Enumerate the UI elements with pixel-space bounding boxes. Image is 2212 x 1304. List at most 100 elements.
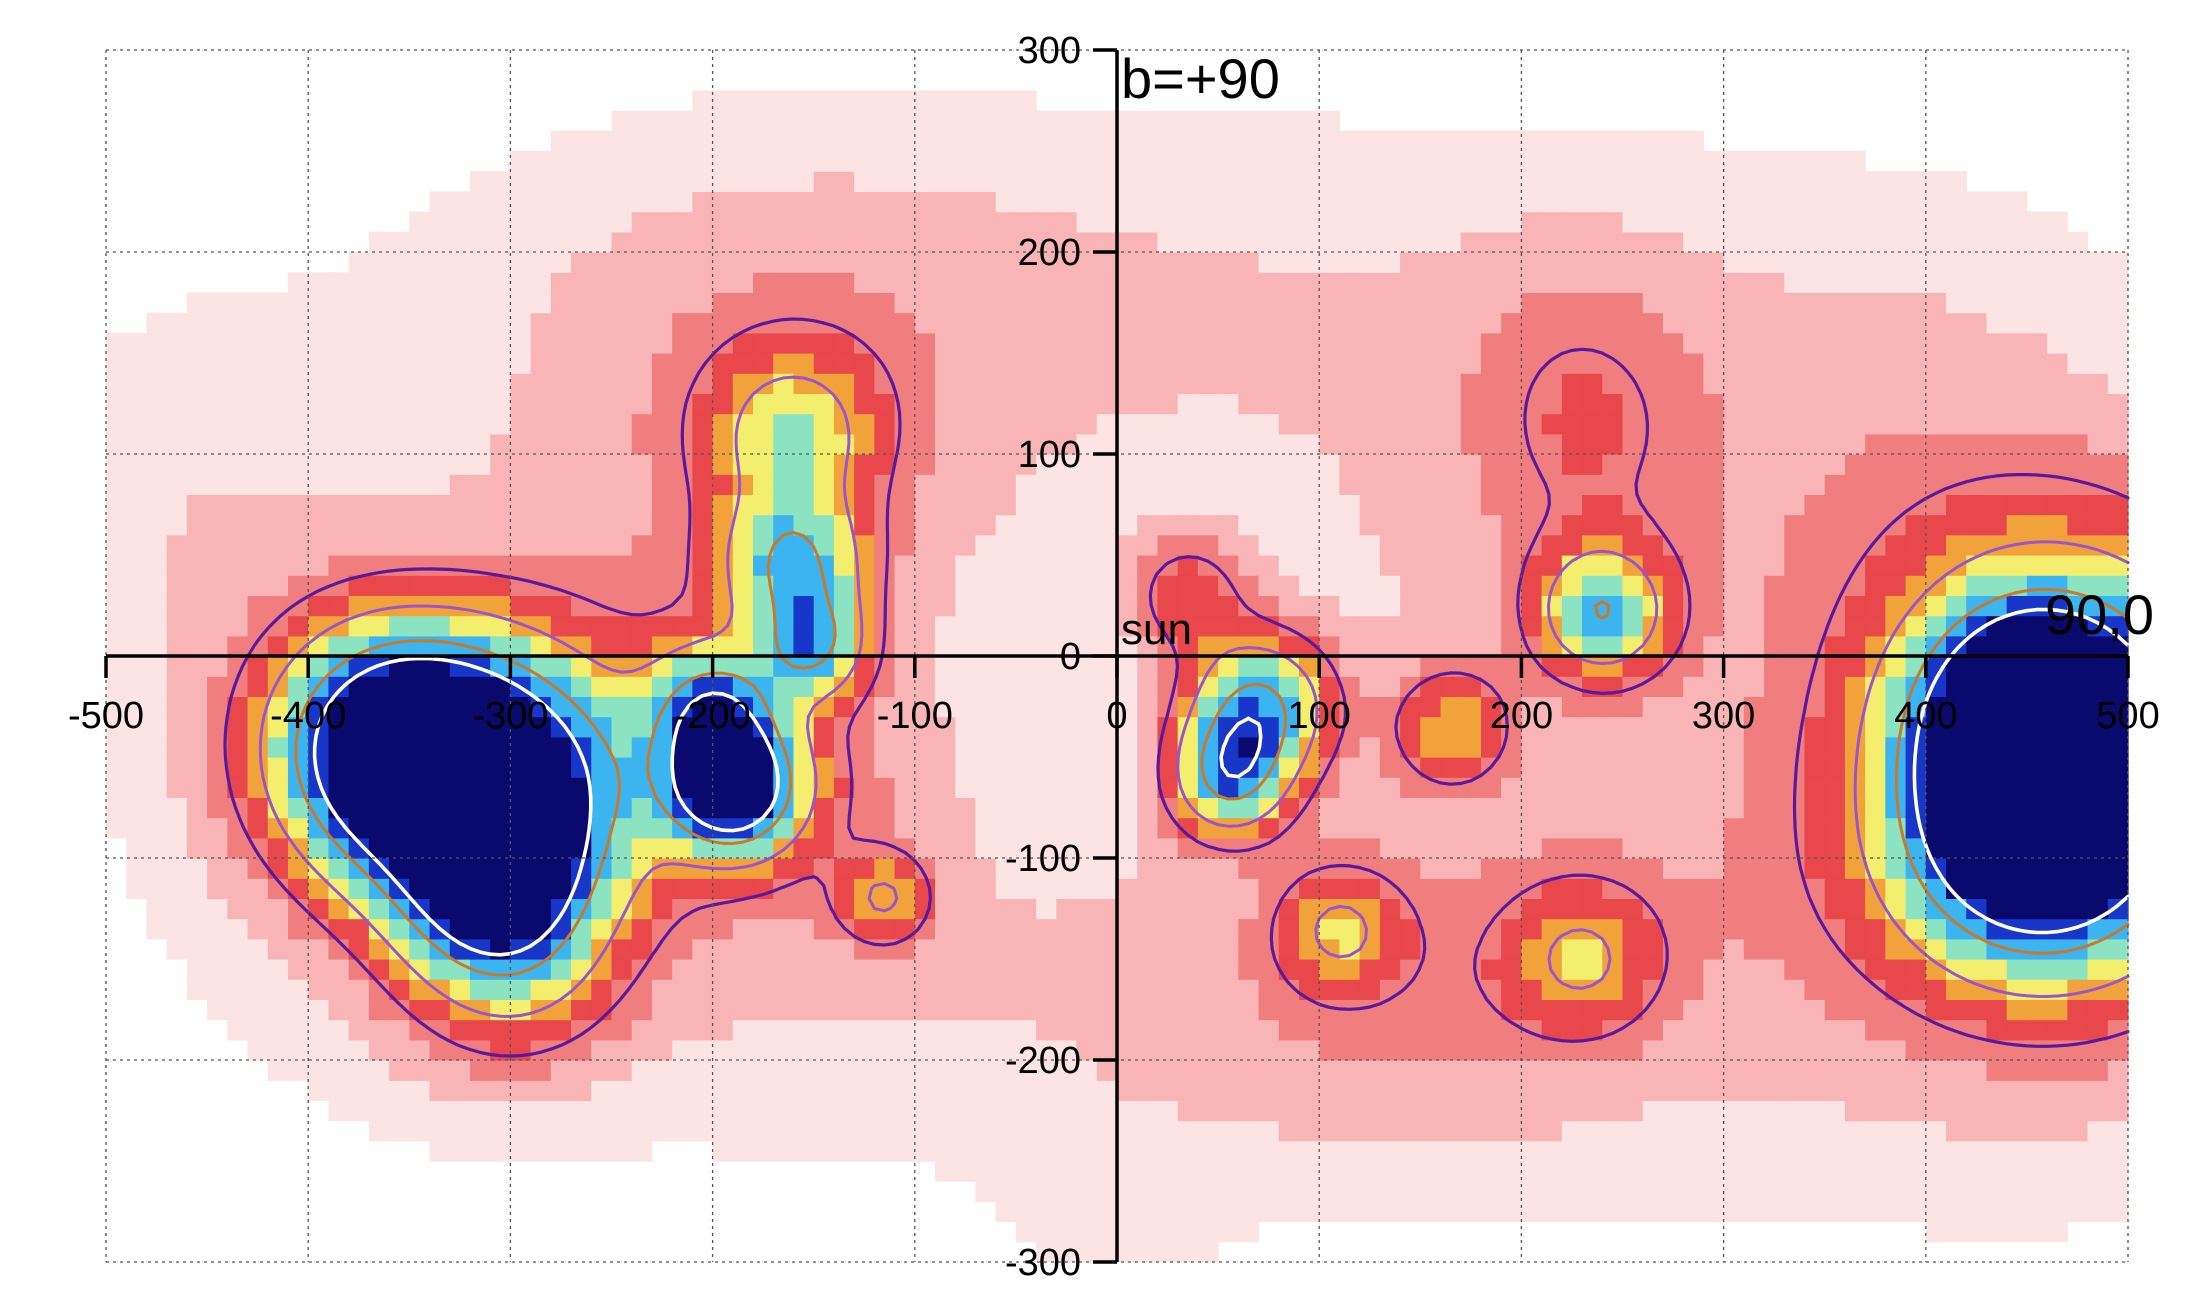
heatmap-cell xyxy=(611,211,633,233)
heatmap-cell xyxy=(611,171,633,192)
heatmap-cell xyxy=(2067,635,2089,657)
heatmap-cell xyxy=(1905,898,1927,920)
heatmap-cell xyxy=(1561,1120,1583,1142)
heatmap-cell xyxy=(2047,211,2068,233)
heatmap-cell xyxy=(611,413,633,435)
heatmap-cell xyxy=(389,433,410,455)
heatmap-cell xyxy=(1946,676,1967,697)
heatmap-cell xyxy=(1339,353,1361,374)
heatmap-cell xyxy=(1096,454,1118,475)
heatmap-cell xyxy=(1966,1140,1988,1162)
heatmap-cell xyxy=(1642,534,1664,556)
heatmap-cell xyxy=(1784,676,1806,697)
heatmap-cell xyxy=(1582,999,1603,1021)
heatmap-cell xyxy=(1420,736,1442,758)
heatmap-cell xyxy=(449,231,471,253)
heatmap-cell xyxy=(1298,898,1320,920)
heatmap-cell xyxy=(146,676,168,697)
heatmap-cell xyxy=(2006,1221,2028,1243)
heatmap-cell xyxy=(935,555,956,576)
heatmap-cell xyxy=(1602,837,1624,859)
heatmap-cell xyxy=(1157,332,1179,354)
heatmap-cell xyxy=(1925,959,1947,980)
heatmap-cell xyxy=(692,615,714,637)
heatmap-cell xyxy=(1096,1039,1118,1061)
heatmap-cell xyxy=(1946,1100,1967,1122)
heatmap-cell xyxy=(1885,1060,1907,1081)
heatmap-cell xyxy=(1723,494,1745,516)
heatmap-cell xyxy=(1036,696,1057,718)
heatmap-cell xyxy=(1966,1201,1988,1223)
heatmap-cell xyxy=(409,272,431,293)
heatmap-cell xyxy=(1076,312,1098,334)
heatmap-cell xyxy=(1844,878,1866,899)
heatmap-cell xyxy=(1218,1039,1239,1061)
heatmap-cell xyxy=(126,514,148,536)
heatmap-cell xyxy=(1743,1120,1765,1142)
heatmap-cell xyxy=(1197,1161,1219,1182)
heatmap-cell xyxy=(1501,1140,1522,1162)
heatmap-cell xyxy=(1642,656,1664,677)
heatmap-cell xyxy=(854,292,875,314)
heatmap-cell xyxy=(1784,1100,1806,1122)
heatmap-cell xyxy=(1905,413,1927,435)
heatmap-cell xyxy=(186,534,208,556)
heatmap-cell xyxy=(1238,817,1260,839)
heatmap-cell xyxy=(631,1100,653,1122)
heatmap-cell xyxy=(611,615,633,637)
heatmap-cell xyxy=(1440,171,1462,192)
heatmap-cell xyxy=(611,130,633,152)
heatmap-cell xyxy=(2047,231,2068,253)
heatmap-cell xyxy=(1521,151,1543,172)
heatmap-cell xyxy=(1359,898,1381,920)
heatmap-cell xyxy=(1319,1060,1341,1081)
heatmap-cell xyxy=(1036,1039,1057,1061)
heatmap-cell xyxy=(1561,272,1583,293)
heatmap-cell xyxy=(1582,514,1603,536)
heatmap-cell xyxy=(328,1039,350,1061)
heatmap-cell xyxy=(449,696,471,718)
heatmap-cell xyxy=(1824,837,1846,859)
heatmap-cell xyxy=(429,676,451,697)
heatmap-cell xyxy=(409,1100,431,1122)
heatmap-cell xyxy=(1379,777,1401,798)
heatmap-cell xyxy=(672,918,693,940)
heatmap-cell xyxy=(328,999,350,1021)
heatmap-cell xyxy=(631,514,653,536)
heatmap-cell xyxy=(1723,696,1745,718)
heatmap-cell xyxy=(975,959,997,980)
heatmap-cell xyxy=(1521,938,1543,960)
heatmap-cell xyxy=(1197,656,1219,677)
heatmap-cell xyxy=(672,837,693,859)
heatmap-cell xyxy=(1298,938,1320,960)
heatmap-cell xyxy=(1056,797,1078,819)
heatmap-cell xyxy=(1076,130,1098,152)
heatmap-cell xyxy=(1784,191,1806,213)
heatmap-cell xyxy=(1804,272,1826,293)
heatmap-cell xyxy=(409,797,431,819)
heatmap-cell xyxy=(409,878,431,899)
heatmap-cell xyxy=(1844,595,1866,617)
heatmap-cell xyxy=(1501,999,1522,1021)
heatmap-cell xyxy=(1865,1181,1886,1202)
heatmap-cell xyxy=(732,595,754,617)
heatmap-cell xyxy=(207,595,228,617)
heatmap-cell xyxy=(1036,494,1057,516)
heatmap-cell xyxy=(328,918,350,940)
heatmap-cell xyxy=(631,272,653,293)
heatmap-cell xyxy=(530,514,552,536)
heatmap-cell xyxy=(1764,1060,1785,1081)
heatmap-cell xyxy=(1400,393,1421,415)
heatmap-cell xyxy=(995,595,1017,617)
heatmap-cell xyxy=(1784,211,1806,233)
heatmap-cell xyxy=(247,959,269,980)
heatmap-cell xyxy=(2006,413,2028,435)
heatmap-cell xyxy=(1460,413,1482,435)
heatmap-cell xyxy=(348,332,370,354)
heatmap-cell xyxy=(389,292,410,314)
heatmap-cell xyxy=(368,413,390,435)
heatmap-cell xyxy=(1541,757,1563,778)
heatmap-cell xyxy=(914,413,936,435)
heatmap-cell xyxy=(1379,615,1401,637)
heatmap-cell xyxy=(874,332,896,354)
